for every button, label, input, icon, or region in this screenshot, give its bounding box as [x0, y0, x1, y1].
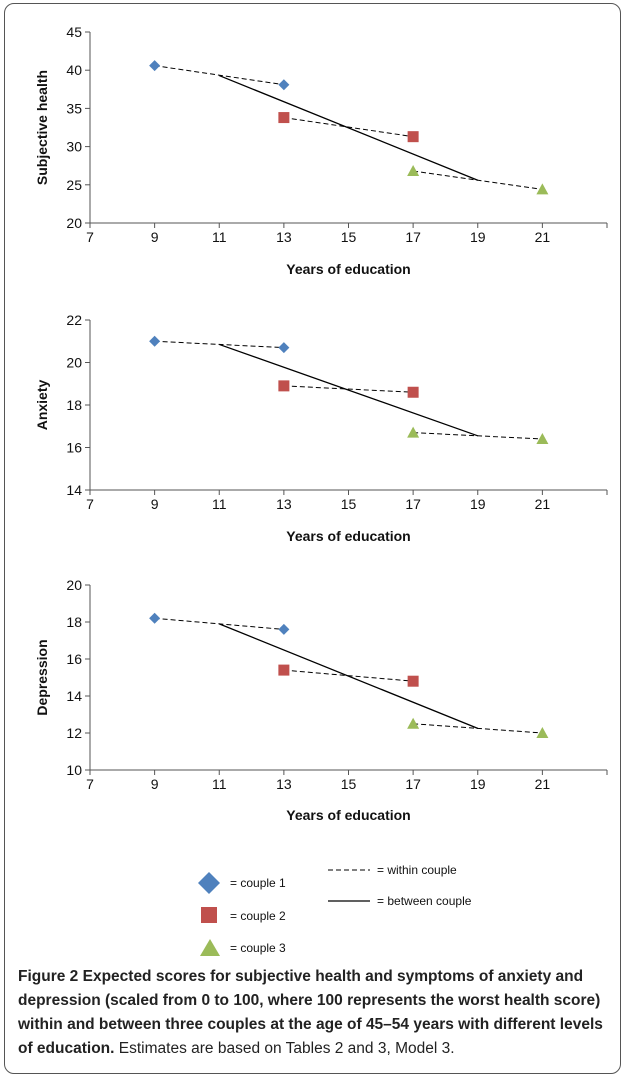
legend: = couple 1 = couple 2 = couple 3 = withi…: [198, 863, 472, 956]
x-axis-title: Years of education: [286, 528, 410, 544]
x-tick-label: 11: [212, 776, 227, 792]
point-couple-2: [278, 664, 290, 676]
line-between-couple: [219, 623, 478, 729]
x-tick-label: 13: [276, 496, 292, 512]
chart-panel-2: 14 16 18 20 22 7 9 11 13 15 17 19 21 Years of educati…: [34, 312, 608, 544]
charts-layer: 20 25 30 35 40 45 7 9 11 13 15 17 19 21 Years of educa…: [34, 24, 608, 823]
x-tick-label: 15: [341, 229, 357, 245]
x-tick-label: 17: [405, 776, 421, 792]
caption-label: Figure 2: [18, 968, 79, 985]
legend-within-label: = within couple: [377, 863, 457, 877]
point-couple-3: [407, 717, 420, 729]
x-tick-label: 13: [276, 229, 292, 245]
x-tick-label: 21: [535, 496, 551, 512]
point-couple-3: [407, 165, 420, 177]
x-tick-label: 19: [470, 496, 486, 512]
point-couple-3: [536, 183, 549, 195]
y-tick-label: 45: [66, 24, 82, 40]
point-couple-2: [278, 380, 290, 392]
point-couple-2: [278, 112, 290, 124]
y-tick-label: 30: [66, 139, 82, 155]
point-couple-1: [278, 342, 290, 354]
line-within-couple: [283, 385, 414, 393]
y-axis-title: Subjective health: [34, 70, 50, 185]
line-within-couple: [283, 117, 414, 138]
point-couple-1: [149, 335, 161, 347]
line-between-couple: [219, 343, 478, 437]
x-tick-label: 15: [341, 496, 357, 512]
y-tick-label: 12: [66, 725, 82, 741]
y-tick-label: 20: [66, 355, 82, 371]
point-couple-2: [407, 131, 419, 143]
x-tick-label: 13: [276, 776, 292, 792]
x-tick-label: 9: [151, 776, 159, 792]
x-tick-label: 11: [212, 229, 227, 245]
caption-title: Expected scores for subjective health an…: [18, 968, 603, 1057]
line-between-couple: [219, 74, 478, 181]
legend-couple1-label: = couple 1: [230, 876, 286, 890]
point-couple-1: [149, 60, 161, 72]
point-couple-3: [536, 727, 549, 738]
y-tick-label: 14: [66, 688, 82, 704]
point-couple-2: [407, 386, 419, 398]
y-tick-label: 16: [66, 440, 82, 456]
x-axis-title: Years of education: [286, 807, 410, 823]
x-tick-label: 21: [535, 229, 551, 245]
x-axis-title: Years of education: [286, 261, 410, 277]
y-tick-label: 10: [66, 762, 82, 778]
y-tick-label: 25: [66, 177, 82, 193]
legend-couple2-label: = couple 2: [230, 909, 286, 923]
x-tick-label: 19: [470, 229, 486, 245]
figure-frame: [4, 3, 621, 1074]
x-tick-label: 17: [405, 229, 421, 245]
y-tick-label: 20: [66, 215, 82, 231]
figure-caption: Figure 2 Expected scores for subjective …: [18, 965, 608, 1061]
point-couple-1: [278, 79, 290, 91]
chart-panel-1: 20 25 30 35 40 45 7 9 11 13 15 17 19 21 Years of educa…: [34, 24, 608, 277]
y-tick-label: 22: [66, 312, 82, 328]
point-couple-2: [407, 675, 419, 687]
line-within-couple: [154, 65, 284, 86]
y-tick-label: 40: [66, 62, 82, 78]
y-tick-label: 16: [66, 651, 82, 667]
point-couple-1: [149, 612, 161, 624]
y-axis-title: Anxiety: [34, 380, 50, 431]
legend-couple1-marker: [198, 872, 220, 894]
caption-note: Estimates are based on Tables 2 and 3, M…: [118, 1040, 455, 1057]
y-tick-label: 14: [66, 482, 82, 498]
x-tick-label: 11: [212, 496, 227, 512]
x-tick-label: 7: [86, 229, 94, 245]
legend-couple2-marker: [201, 907, 217, 923]
x-tick-label: 19: [470, 776, 486, 792]
y-tick-label: 18: [66, 614, 82, 630]
legend-between-label: = between couple: [377, 894, 472, 908]
x-tick-label: 7: [86, 776, 94, 792]
x-tick-label: 21: [535, 776, 551, 792]
y-tick-label: 20: [66, 577, 82, 593]
chart-panel-3: 10 12 14 16 18 20 7 9 11 13 15 17 19 21 Years of educa…: [34, 577, 608, 823]
figure-charts: 20 25 30 35 40 45 7 9 11 13 15 17 19 21 Years of educa…: [34, 24, 608, 956]
y-tick-label: 35: [66, 100, 82, 116]
x-tick-label: 15: [341, 776, 357, 792]
x-tick-label: 9: [151, 229, 159, 245]
point-couple-1: [278, 623, 290, 635]
y-axis-title: Depression: [34, 639, 50, 715]
legend-couple3-marker: [200, 939, 220, 956]
point-couple-3: [407, 426, 420, 438]
x-tick-label: 17: [405, 496, 421, 512]
legend-couple3-label: = couple 3: [230, 941, 286, 955]
x-tick-label: 7: [86, 496, 94, 512]
x-tick-label: 9: [151, 496, 159, 512]
point-couple-3: [536, 433, 549, 444]
y-tick-label: 18: [66, 397, 82, 413]
